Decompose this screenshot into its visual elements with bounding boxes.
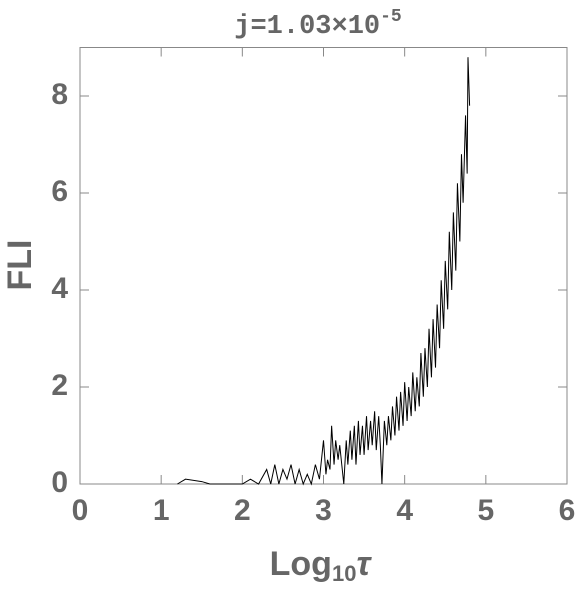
title-exponent: -5 bbox=[380, 7, 402, 27]
x-tick-label: 2 bbox=[234, 494, 251, 527]
title-text: j=1.03×10 bbox=[234, 12, 380, 42]
y-axis-label: FLI bbox=[1, 240, 39, 291]
y-tick-label: 0 bbox=[51, 466, 68, 499]
x-tick-label: 5 bbox=[477, 494, 494, 527]
x-label-symbol: τ bbox=[356, 545, 372, 583]
y-tick-label: 2 bbox=[51, 369, 68, 402]
x-tick-label: 4 bbox=[396, 494, 413, 527]
x-tick-label: 0 bbox=[72, 494, 89, 527]
plot-frame bbox=[79, 47, 568, 485]
x-tick-label: 3 bbox=[315, 494, 332, 527]
x-tick-label: 6 bbox=[559, 494, 576, 527]
y-tick-label: 8 bbox=[51, 78, 68, 111]
x-tick-label: 1 bbox=[153, 494, 170, 527]
data-line bbox=[177, 57, 471, 486]
x-label-subscript: 10 bbox=[332, 561, 356, 586]
y-tick-label: 6 bbox=[51, 175, 68, 208]
x-label-text: Log bbox=[270, 545, 332, 583]
x-axis-label: Log10τ bbox=[270, 545, 373, 586]
y-tick-label: 4 bbox=[51, 272, 68, 305]
chart-title: j=1.03×10-5 bbox=[234, 7, 401, 42]
